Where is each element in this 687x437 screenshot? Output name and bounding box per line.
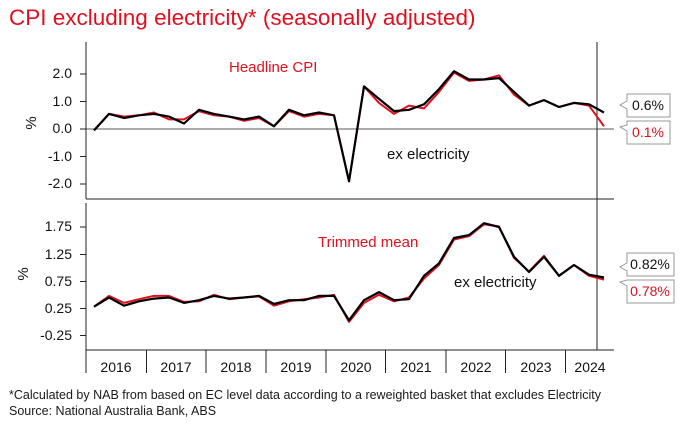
page-title: CPI excluding electricity* (seasonally a… (9, 5, 476, 30)
top-y-tick-label: 2.0 (53, 65, 73, 81)
top-ex-value-callout: 0.6% (618, 93, 671, 118)
x-year-ticks (85, 350, 566, 373)
bottom-ex-electricity-label: ex electricity (454, 274, 537, 291)
source-note: Source: National Australia Bank, ABS (9, 404, 217, 418)
bottom-y-axis-label: % (15, 267, 32, 280)
trimmed-mean-label: Trimmed mean (318, 234, 418, 251)
bottom-y-tick-label: 1.75 (45, 218, 72, 234)
top-headline-value: 0.1% (632, 124, 664, 140)
x-year-label: 2021 (400, 359, 431, 375)
x-year-label: 2023 (520, 359, 551, 375)
footnote: *Calculated by NAB from based on EC leve… (9, 388, 601, 402)
top-headline-value-callout: 0.1% (618, 120, 671, 145)
bottom-ex-value-callout: 0.82% (618, 252, 675, 277)
bottom-trimmed-value: 0.78% (630, 283, 670, 299)
top-y-axis-label: % (23, 116, 40, 129)
x-year-label: 2019 (280, 359, 311, 375)
bottom-y-tick-label: -0.25 (40, 327, 72, 343)
top-y-ticks (80, 73, 86, 185)
top-y-tick-label: 0.0 (53, 120, 73, 136)
bottom-y-ticks (80, 226, 86, 336)
top-y-tick-label: -2.0 (48, 175, 72, 191)
x-year-label: 2017 (160, 359, 191, 375)
x-year-label: 2020 (340, 359, 371, 375)
x-year-label: 2024 (574, 359, 605, 375)
x-year-label: 2018 (220, 359, 251, 375)
x-year-label: 2016 (100, 359, 131, 375)
bottom-panel-series (93, 222, 605, 323)
bottom-ex-value: 0.82% (630, 256, 670, 272)
top-y-tick-label: -1.0 (48, 148, 72, 164)
bottom-trimmed-value-callout: 0.78% (618, 279, 675, 304)
top-ex-value: 0.6% (632, 97, 664, 113)
top-headline-cpi-line (93, 71, 605, 183)
bottom-y-tick-label: 0.25 (45, 300, 72, 316)
top-panel-series (93, 70, 605, 183)
headline-cpi-label: Headline CPI (229, 59, 317, 76)
top-y-tick-label: 1.0 (53, 93, 73, 109)
bottom-ex-electricity-line (93, 222, 605, 322)
x-year-label: 2022 (460, 359, 491, 375)
bottom-y-tick-label: 0.75 (45, 273, 72, 289)
top-ex-electricity-label: ex electricity (387, 146, 470, 163)
bottom-y-tick-label: 1.25 (45, 246, 72, 262)
top-ex-electricity-line (93, 70, 605, 183)
